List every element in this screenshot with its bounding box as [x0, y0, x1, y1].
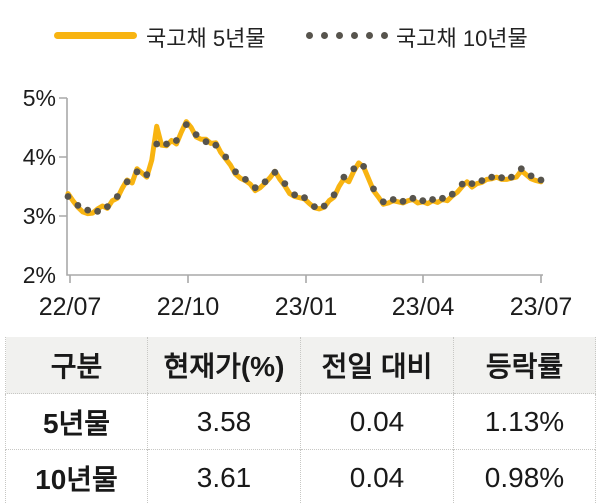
x-tick-2304: 23/04	[391, 293, 455, 321]
y-tick-5pct: 5%	[22, 85, 56, 111]
y-tick-2pct: 2%	[22, 262, 56, 288]
row-label-5y: 5년물	[5, 393, 148, 450]
x-tick-2210: 22/10	[156, 293, 220, 321]
table-row-5y: 5년물 3.58 0.04 1.13%	[5, 393, 596, 450]
y-axis-ticks	[59, 97, 67, 217]
col-header-change: 전일 대비	[300, 337, 454, 394]
cell-5y-rate: 1.13%	[453, 393, 596, 450]
cell-10y-current: 3.61	[147, 449, 301, 504]
table-header-row: 구분 현재가(%) 전일 대비 등락률	[5, 337, 596, 394]
legend-line-5y-icon	[54, 32, 137, 39]
y-tick-3pct: 3%	[22, 203, 56, 229]
cell-5y-current: 3.58	[147, 393, 301, 450]
yield-line-chart	[59, 97, 545, 283]
series-10y-dots	[64, 121, 545, 215]
y-tick-4pct: 4%	[22, 144, 56, 170]
col-header-rate: 등락률	[453, 337, 596, 394]
bond-quote-table: 구분 현재가(%) 전일 대비 등락률 5년물 3.58 0.04 1.13% …	[5, 337, 596, 504]
col-header-current: 현재가(%)	[147, 337, 301, 394]
legend-label-5y: 국고채 5년물	[146, 26, 266, 51]
legend-label-10y: 국고채 10년물	[396, 26, 528, 51]
x-tick-2301: 23/01	[274, 293, 338, 321]
cell-10y-rate: 0.98%	[453, 449, 596, 504]
x-tick-2207: 22/07	[38, 293, 102, 321]
cell-10y-change: 0.04	[300, 449, 454, 504]
table-row-10y: 10년물 3.61 0.04 0.98%	[5, 449, 596, 504]
row-label-10y: 10년물	[5, 449, 148, 504]
legend-dots-10y-icon	[306, 32, 388, 39]
cell-5y-change: 0.04	[300, 393, 454, 450]
x-axis-ticks	[69, 275, 542, 283]
col-header-gubun: 구분	[5, 337, 148, 394]
x-tick-2307: 23/07	[509, 293, 573, 321]
